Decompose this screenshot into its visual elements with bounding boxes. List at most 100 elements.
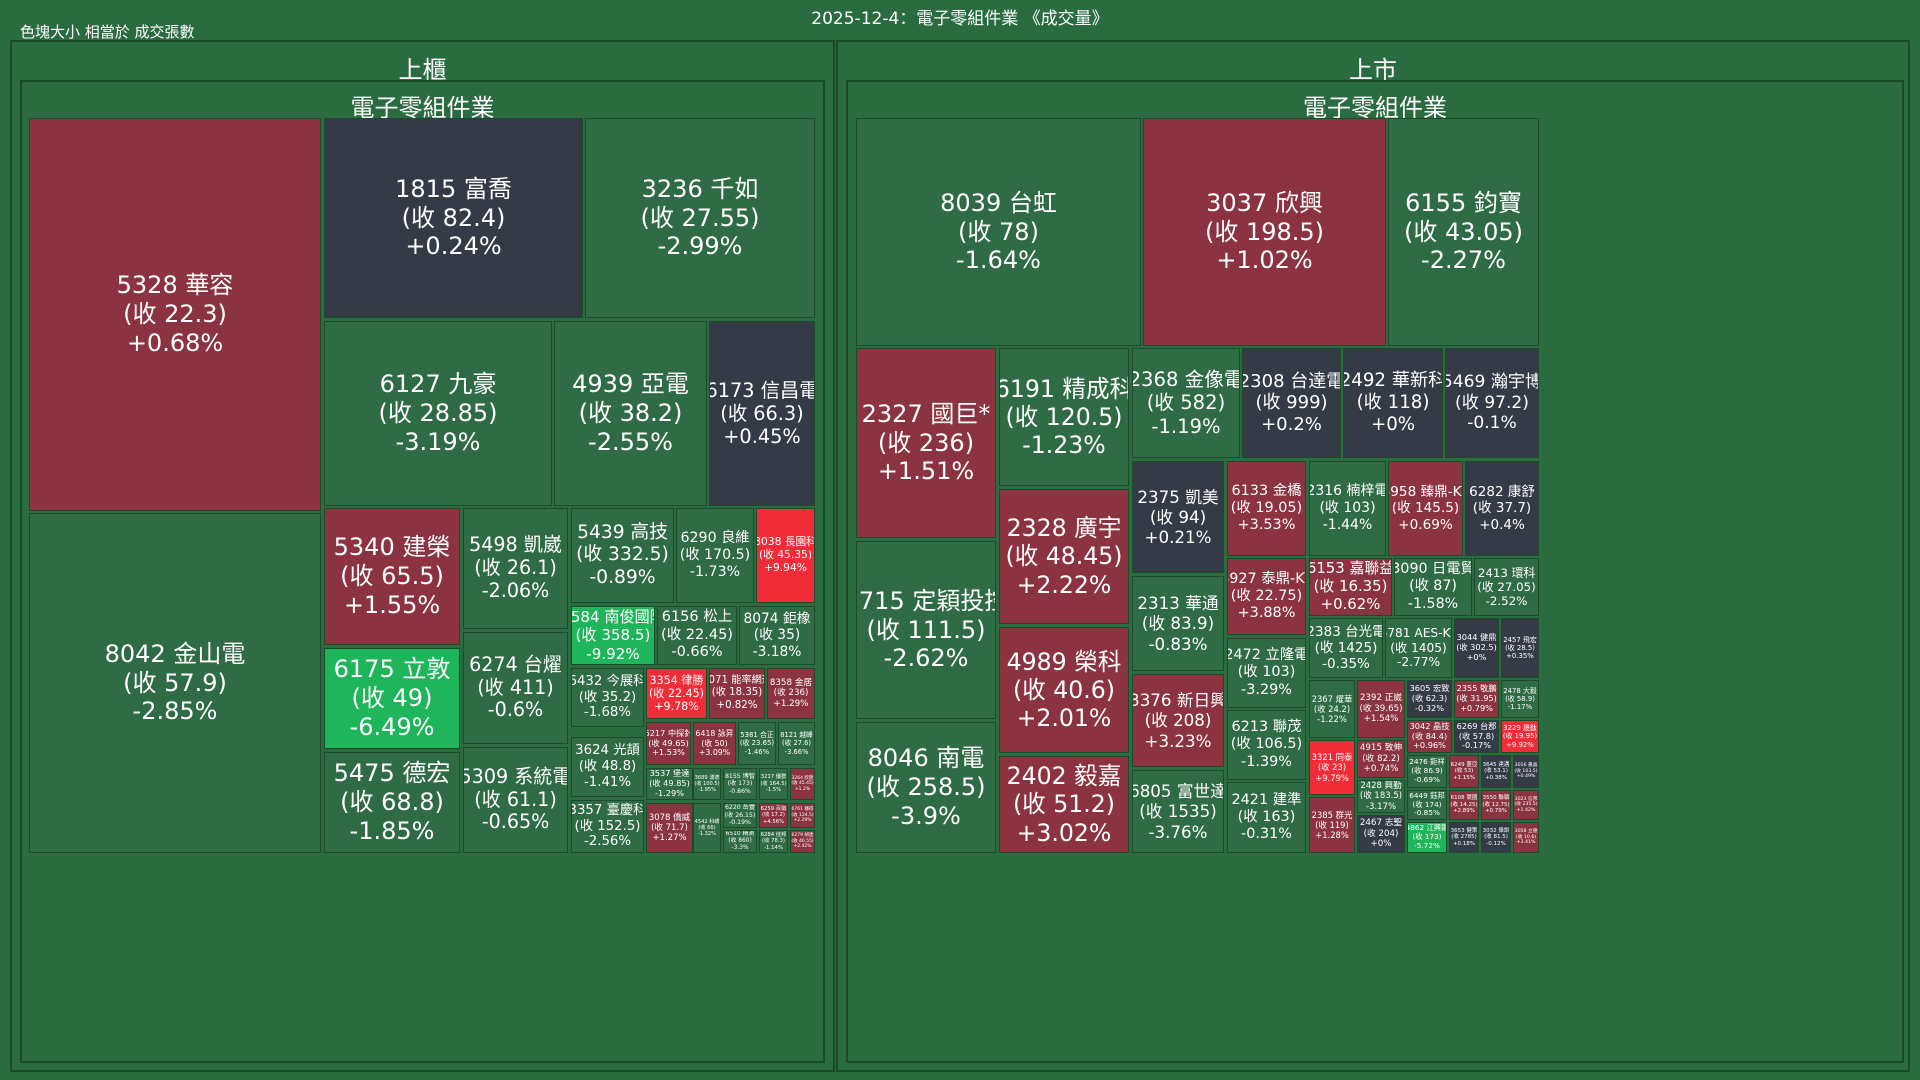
stock-tile-otc[interactable]: 6584 南俊國際(收 358.5)-9.92% [571, 606, 655, 665]
stock-tile-listed[interactable]: 5469 瀚宇博 (收 97.2) -0.1% [1445, 348, 1539, 458]
stock-tile-listed[interactable]: 3016 嘉晶 (收 103.5) +0.49% [1513, 755, 1539, 788]
stock-tile-otc[interactable]: 8358 金居 (收 236) +1.29% [767, 668, 815, 719]
stock-tile-listed[interactable]: 3058 立德 (收 10.6) +3.41% [1513, 822, 1539, 853]
stock-tile-otc[interactable]: 6274 台燿 (收 411) -0.6% [463, 632, 568, 744]
stock-tile-listed[interactable]: 2478 大毅 (收 58.9) -1.17% [1501, 680, 1539, 718]
stock-tile-listed[interactable]: 3645 達邁 (收 53.1) +0.38% [1481, 755, 1511, 788]
stock-tile-listed[interactable]: 8046 南電 (收 258.5) -3.9% [856, 722, 996, 853]
stock-tile-listed[interactable]: 2457 飛宏 (收 28.5) +0.35% [1501, 618, 1539, 678]
stock-tile-otc[interactable]: 3264 欣銓 (收 45.45) +1.2% [790, 768, 815, 800]
stock-tile-otc[interactable]: 8042 金山電 (收 57.9) -2.85% [29, 513, 321, 853]
stock-tile-otc[interactable]: 3537 堡達 (收 49.85) -1.29% [646, 768, 693, 800]
stock-tile-listed[interactable]: 2392 正崴 (收 39.65) +1.54% [1357, 680, 1405, 738]
stock-tile-listed[interactable]: 3605 宏致 (收 62.3) -0.32% [1407, 680, 1452, 718]
stock-tile-otc[interactable]: 6175 立敦 (收 49) -6.49% [324, 648, 460, 749]
stock-tile-listed[interactable]: 6155 鈞寶 (收 43.05) -2.27% [1388, 118, 1539, 346]
stock-tile-otc[interactable]: 6284 佳邦 (收 78.3) -1.14% [759, 830, 788, 853]
stock-tile-otc[interactable]: 6217 中探針 (收 49.65) +1.53% [646, 722, 691, 765]
stock-tile-listed[interactable]: 3229 晟鈦 (收 19.95) +9.92% [1501, 720, 1539, 753]
stock-tile-listed[interactable]: 2472 立隆電 (收 103) -3.29% [1227, 638, 1306, 708]
stock-tile-listed[interactable]: 2383 台光電 (收 1425) -0.35% [1309, 618, 1383, 678]
stock-tile-listed[interactable]: 6449 鈺邦 (收 174) -0.85% [1407, 790, 1447, 820]
stock-tile-otc[interactable]: 6510 精測 (收 860) -3.3% [723, 830, 757, 853]
stock-tile-listed[interactable]: 4989 榮科 (收 40.6) +2.01% [999, 627, 1129, 753]
stock-tile-otc[interactable]: 4939 亞電 (收 38.2) -2.55% [554, 321, 707, 506]
stock-tile-otc[interactable]: 6418 詠昇 (收 50) +3.09% [693, 722, 736, 765]
stock-tile-listed[interactable]: 3550 聯穎 (收 12.75) +0.79% [1481, 790, 1511, 820]
stock-tile-listed[interactable]: 6133 金橋 (收 19.05) +3.53% [1227, 461, 1306, 556]
stock-tile-otc[interactable]: 8038 長園科 (收 45.35) +9.94% [756, 508, 815, 603]
stock-tile-listed[interactable]: 2421 建準 (收 163) -0.31% [1227, 782, 1306, 853]
stock-tile-otc[interactable]: 3354 律勝 (收 22.45) +9.78% [646, 668, 707, 719]
stock-tile-otc[interactable]: 8121 越峰 (收 27.6) -3.66% [778, 722, 815, 765]
stock-tile-otc[interactable]: 6432 今展科 (收 35.2) -1.68% [571, 668, 644, 727]
stock-tile-otc[interactable]: 3217 優群 (收 164.5) -1.5% [759, 768, 788, 800]
stock-tile-listed[interactable]: 2413 環科 (收 27.05) -2.52% [1474, 558, 1539, 616]
stock-tile-listed[interactable]: 2375 凱美 (收 94) +0.21% [1132, 461, 1224, 573]
stock-tile-listed[interactable]: 3042 晶技 (收 84.4) +0.96% [1407, 720, 1452, 753]
stock-tile-otc[interactable]: 5340 建榮 (收 65.5) +1.55% [324, 508, 460, 645]
stock-tile-otc[interactable]: 6761 穩得 (收 124.5) +2.29% [790, 803, 815, 828]
stock-tile-listed[interactable]: 6781 AES-KY(收 1405)-2.77% [1385, 618, 1452, 678]
stock-tile-listed[interactable]: 3715 定穎投控(收 111.5)-2.62% [856, 541, 996, 719]
stock-tile-otc[interactable]: 6220 岳豐 (收 26.15) -0.19% [723, 803, 757, 828]
stock-tile-otc[interactable]: 5328 華容 (收 22.3) +0.68% [29, 118, 321, 511]
stock-tile-listed[interactable]: 2368 金像電 (收 582) -1.19% [1132, 348, 1240, 458]
stock-tile-otc[interactable]: 8155 博智 (收 173) -0.86% [723, 768, 757, 800]
stock-tile-listed[interactable]: 6805 富世達 (收 1535) -3.76% [1132, 770, 1224, 853]
stock-tile-listed[interactable]: 4915 致伸 (收 82.2) +0.74% [1357, 740, 1405, 778]
stock-tile-listed[interactable]: 2402 毅嘉 (收 51.2) +3.02% [999, 756, 1129, 853]
stock-tile-otc[interactable]: 5498 凱崴 (收 26.1) -2.06% [463, 508, 568, 629]
stock-tile-listed[interactable]: 2308 台達電 (收 999) +0.2% [1242, 348, 1341, 458]
stock-tile-listed[interactable]: 6269 台郡 (收 57.8) -0.17% [1454, 720, 1499, 753]
stock-tile-listed[interactable]: 2316 楠梓電 (收 103) -1.44% [1309, 461, 1386, 556]
stock-tile-listed[interactable]: 4862 江興鍛 (收 173) -5.72% [1407, 822, 1447, 853]
stock-tile-otc[interactable]: 1815 富喬 (收 82.4) +0.24% [324, 118, 583, 318]
stock-tile-listed[interactable]: 2476 鉅祥 (收 86.9) -0.69% [1407, 755, 1447, 788]
stock-tile-listed[interactable]: 2385 群光 (收 119) +1.28% [1309, 797, 1355, 853]
stock-tile-listed[interactable]: 3023 信邦 (收 235.5) +1.42% [1513, 790, 1539, 820]
stock-tile-listed[interactable]: 2355 敬鵬 (收 31.95) +0.79% [1454, 680, 1499, 718]
stock-tile-otc[interactable]: 5439 高技 (收 332.5) -0.89% [571, 508, 674, 603]
stock-tile-listed[interactable]: 3321 同泰 (收 23) +9.79% [1309, 740, 1355, 795]
stock-tile-otc[interactable]: 3689 湧德 (收 100.5) -1.95% [693, 768, 721, 800]
stock-tile-otc[interactable]: 3236 千如 (收 27.55) -2.99% [585, 118, 815, 318]
stock-tile-listed[interactable]: 6108 競國 (收 14.25) +2.89% [1449, 790, 1479, 820]
stock-tile-listed[interactable]: 6213 聯茂 (收 106.5) -1.39% [1227, 710, 1306, 780]
stock-tile-otc[interactable]: 6173 信昌電 (收 66.3) +0.45% [709, 321, 815, 506]
stock-tile-listed[interactable]: 2492 華新科 (收 118) +0% [1343, 348, 1443, 458]
stock-tile-listed[interactable]: 6153 嘉聯益 (收 16.35) +0.62% [1309, 558, 1392, 616]
stock-tile-listed[interactable]: 6191 精成科 (收 120.5) -1.23% [999, 348, 1129, 486]
stock-tile-listed[interactable]: 3653 健策 (收 2785) +0.18% [1449, 822, 1479, 853]
stock-tile-otc[interactable]: 8071 能率網通(收 18.35)+0.82% [709, 668, 765, 719]
stock-tile-otc[interactable]: 6127 九豪 (收 28.85) -3.19% [324, 321, 552, 506]
stock-tile-listed[interactable]: 3376 新日興 (收 208) +3.23% [1132, 674, 1224, 767]
stock-tile-listed[interactable]: 4927 泰鼎-KY(收 22.75)+3.88% [1227, 558, 1306, 635]
stock-tile-listed[interactable]: 6249 蓋亞 (收 53) +1.15% [1449, 755, 1479, 788]
stock-tile-otc[interactable]: 6156 松上 (收 22.45) -0.66% [657, 606, 737, 665]
stock-tile-listed[interactable]: 2327 國巨* (收 236) +1.51% [856, 348, 996, 538]
stock-tile-otc[interactable]: 4542 科嶠 (收 66) -1.32% [693, 803, 721, 853]
stock-tile-listed[interactable]: 2367 燿華 (收 24.2) -1.22% [1309, 680, 1355, 738]
stock-tile-listed[interactable]: 3044 健鼎 (收 302.5) +0% [1454, 618, 1499, 678]
stock-tile-listed[interactable]: 8039 台虹 (收 78) -1.64% [856, 118, 1141, 346]
stock-tile-otc[interactable]: 5309 系統電 (收 61.1) -0.65% [463, 747, 568, 853]
stock-tile-listed[interactable]: 2467 志聖 (收 204) +0% [1357, 815, 1405, 853]
stock-tile-otc[interactable]: 5475 德宏 (收 68.8) -1.85% [324, 752, 460, 853]
stock-tile-listed[interactable]: 6282 康舒 (收 37.7) +0.4% [1465, 461, 1539, 556]
stock-tile-otc[interactable]: 3624 光頡 (收 48.8) -1.41% [571, 737, 644, 797]
stock-tile-otc[interactable]: 3357 臺慶科 (收 152.5) -2.56% [571, 800, 644, 853]
stock-tile-otc[interactable]: 3078 僑威 (收 71.7) +1.27% [646, 803, 693, 853]
stock-tile-listed[interactable]: 3032 偉訓 (收 81.5) -0.12% [1481, 822, 1511, 853]
stock-tile-otc[interactable]: 6279 胡連 (收 46.55) +2.42% [790, 830, 815, 853]
stock-tile-listed[interactable]: 4958 臻鼎-KY(收 145.5)+0.69% [1388, 461, 1463, 556]
stock-tile-listed[interactable]: 2328 廣宇 (收 48.45) +2.22% [999, 489, 1129, 624]
stock-tile-otc[interactable]: 6290 良維 (收 170.5) -1.73% [676, 508, 754, 603]
stock-tile-otc[interactable]: 8074 鉅橡 (收 35) -3.18% [739, 606, 815, 665]
stock-tile-otc[interactable]: 6259 百徽 (收 17.2) +4.56% [759, 803, 788, 828]
stock-tile-listed[interactable]: 2313 華通 (收 83.9) -0.83% [1132, 576, 1224, 671]
stock-tile-listed[interactable]: 2428 興勤 (收 183.5) -3.17% [1357, 780, 1405, 813]
stock-tile-listed[interactable]: 3090 日電貿 (收 87) -1.58% [1394, 558, 1472, 616]
stock-tile-otc[interactable]: 5381 合正 (收 23.65) -1.46% [738, 722, 776, 765]
stock-tile-listed[interactable]: 3037 欣興 (收 198.5) +1.02% [1143, 118, 1386, 346]
